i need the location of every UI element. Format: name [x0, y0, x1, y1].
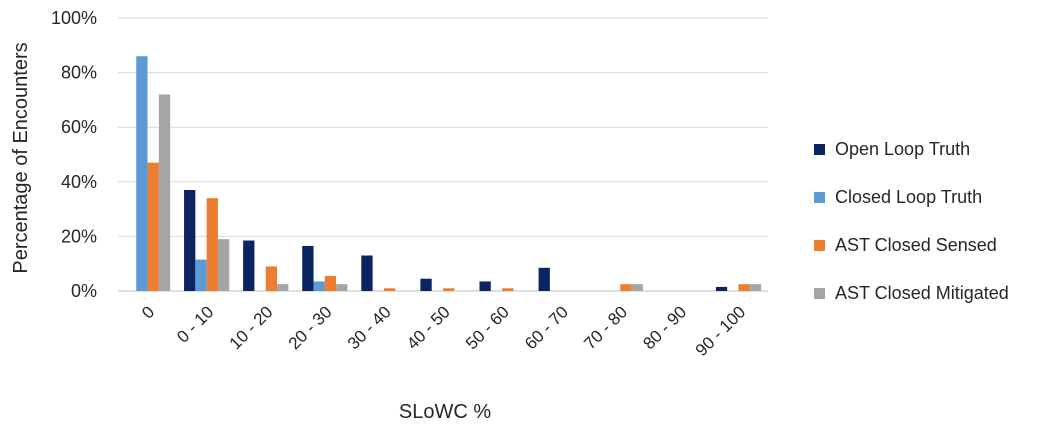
x-tick-label: 90 - 100: [692, 302, 750, 360]
legend-label: Open Loop Truth: [835, 139, 970, 159]
x-tick-label: 0: [138, 302, 158, 322]
x-axis-ticks: 0 0 - 10 10 - 20 20 - 30 30 - 40 40 - 50 50 - …: [138, 302, 749, 360]
x-tick-label: 40 - 50: [403, 302, 454, 353]
legend-label: AST Closed Sensed: [835, 235, 997, 255]
legend-swatch: [814, 240, 825, 251]
x-tick-label: 60 - 70: [521, 302, 572, 353]
bars: [136, 56, 762, 291]
bar: [738, 284, 750, 291]
x-tick-label: 80 - 90: [639, 302, 690, 353]
x-tick-label: 10 - 20: [226, 302, 277, 353]
x-tick-label: 30 - 40: [344, 302, 395, 353]
bar: [277, 284, 289, 291]
bar: [502, 288, 514, 291]
bar: [243, 240, 255, 291]
bar: [749, 284, 762, 291]
bar: [324, 275, 337, 291]
bar: [206, 198, 218, 291]
bar: [443, 288, 455, 291]
y-tick-label: 60%: [61, 117, 97, 137]
bar: [538, 267, 550, 291]
bar: [383, 288, 396, 291]
y-tick-label: 80%: [61, 63, 97, 83]
bar: [620, 284, 632, 291]
bar: [217, 239, 230, 291]
y-tick-label: 0%: [71, 281, 97, 301]
y-axis-title: Percentage of Encounters: [10, 42, 32, 273]
x-tick-label: 50 - 60: [462, 302, 513, 353]
bar: [184, 189, 196, 291]
bar: [420, 278, 432, 291]
y-tick-label: 20%: [61, 226, 97, 246]
x-axis-title: SLoWC %: [399, 401, 491, 423]
bar: [265, 266, 278, 291]
y-tick-label: 100%: [51, 8, 97, 28]
legend-swatch: [814, 192, 825, 203]
bar: [336, 284, 348, 291]
gridlines: [118, 17, 768, 292]
y-tick-label: 40%: [61, 172, 97, 192]
legend: Open Loop Truth Closed Loop Truth AST Clos…: [814, 139, 1009, 303]
bar: [361, 255, 373, 291]
legend-label: AST Closed Mitigated: [835, 283, 1009, 303]
bar: [715, 286, 728, 291]
bar: [136, 56, 148, 291]
x-tick-label: 0 - 10: [173, 302, 217, 346]
bar: [302, 245, 314, 291]
x-tick-label: 70 - 80: [580, 302, 631, 353]
bar: [158, 94, 171, 291]
bar: [147, 162, 159, 291]
bar: [195, 259, 207, 291]
bar: [631, 284, 643, 291]
bar: [313, 281, 325, 291]
x-tick-label: 20 - 30: [285, 302, 336, 353]
bar: [479, 281, 491, 291]
legend-label: Closed Loop Truth: [835, 187, 982, 207]
y-axis-ticks: 0% 20% 40% 60% 80% 100%: [51, 8, 97, 301]
legend-swatch: [814, 144, 825, 155]
legend-swatch: [814, 288, 825, 299]
